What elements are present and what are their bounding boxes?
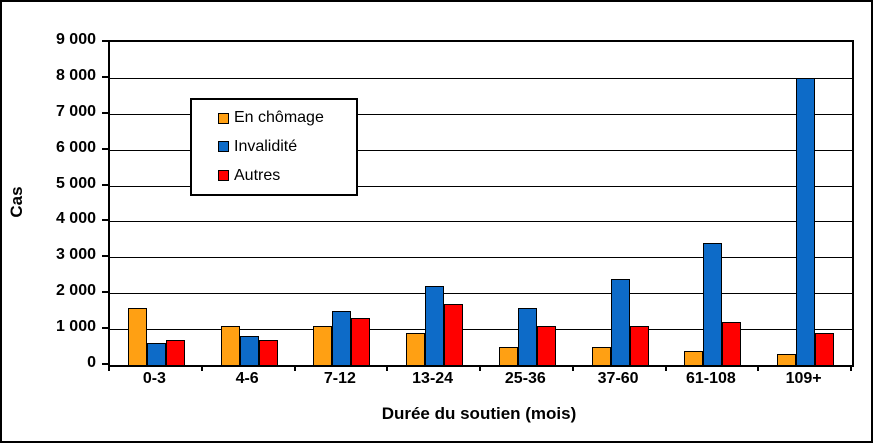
gridline — [110, 257, 852, 259]
x-tick-mark — [386, 365, 389, 371]
x-tick-label: 0-3 — [142, 370, 166, 387]
x-tick-label: 7-12 — [323, 370, 356, 387]
bar-autres-0-3 — [165, 339, 185, 365]
y-tick-label: 8 000 — [55, 66, 96, 84]
bar-invalidité-4-6 — [239, 336, 259, 365]
bar-autres-37-60 — [629, 325, 649, 365]
x-tick-mark — [757, 365, 760, 371]
bar-autres-109+ — [815, 332, 835, 365]
y-tick-mark — [102, 219, 108, 222]
y-tick-mark — [102, 183, 108, 186]
bar-en-chômage-61-108 — [684, 350, 704, 365]
plot-area — [108, 40, 854, 367]
legend-swatch-invalidite — [218, 141, 229, 153]
bar-autres-4-6 — [258, 339, 278, 365]
x-tick-mark — [664, 365, 667, 371]
y-tick-label: 4 000 — [55, 210, 96, 228]
x-tick-mark — [200, 365, 203, 371]
y-tick-mark — [102, 291, 108, 294]
legend-item-autres: Autres — [218, 167, 356, 185]
bar-invalidité-13-24 — [425, 286, 445, 365]
y-tick-mark — [102, 75, 108, 78]
bar-autres-7-12 — [351, 318, 371, 365]
y-tick-label: 0 — [87, 354, 96, 371]
bar-autres-61-108 — [722, 321, 742, 365]
x-tick-label: 4-6 — [235, 370, 259, 387]
gridline — [110, 185, 852, 187]
y-tick-label: 5 000 — [55, 174, 96, 192]
x-tick-mark — [479, 365, 481, 371]
bar-en-chômage-109+ — [777, 354, 797, 365]
bar-invalidité-0-3 — [146, 343, 166, 365]
gridline — [110, 77, 852, 79]
x-tick-mark — [293, 365, 296, 371]
bar-en-chômage-37-60 — [591, 347, 611, 365]
x-tick-label: 61-108 — [685, 370, 736, 387]
y-tick-label: 9 000 — [55, 31, 96, 48]
bar-en-chômage-0-3 — [127, 307, 147, 365]
y-tick-mark — [102, 255, 108, 258]
y-tick-label: 3 000 — [55, 246, 96, 264]
bar-en-chômage-7-12 — [313, 325, 333, 365]
x-axis-title: Durée du soutien (mois) — [381, 404, 577, 423]
gridline — [110, 293, 852, 295]
x-tick-label: 25-36 — [504, 370, 546, 387]
x-tick-label: 13-24 — [412, 370, 454, 387]
bar-en-chômage-13-24 — [406, 332, 426, 365]
gridline — [110, 113, 852, 115]
bar-autres-13-24 — [444, 304, 464, 365]
y-tick-label: 7 000 — [55, 102, 96, 120]
gridline — [110, 149, 852, 151]
legend-item-invalidite: Invalidité — [218, 138, 356, 156]
legend-label-en-chomage: En chômage — [234, 109, 324, 127]
legend-label-invalidite: Invalidité — [234, 137, 298, 155]
bar-autres-25-36 — [536, 325, 556, 365]
bar-invalidité-37-60 — [610, 278, 630, 365]
legend: En chômage Invalidité Autres — [190, 98, 358, 196]
gridline — [110, 221, 852, 223]
y-tick-mark — [102, 40, 108, 42]
y-tick-label: 1 000 — [55, 318, 96, 336]
legend-item-en-chomage: En chômage — [218, 109, 356, 127]
y-tick-mark — [102, 363, 108, 365]
y-axis-title: Cas — [7, 186, 26, 218]
x-tick-mark — [571, 365, 574, 371]
legend-swatch-en-chomage — [218, 112, 229, 124]
y-tick-label: 2 000 — [55, 282, 96, 300]
x-tick-label: 37-60 — [597, 370, 639, 387]
y-tick-mark — [102, 111, 108, 114]
x-tick-mark — [108, 365, 110, 371]
legend-label-autres: Autres — [234, 166, 281, 184]
legend-swatch-autres — [218, 170, 229, 182]
bar-en-chômage-4-6 — [220, 325, 240, 365]
gridline — [110, 329, 852, 331]
bar-invalidité-109+ — [796, 77, 816, 365]
y-tick-mark — [102, 147, 108, 150]
y-tick-label: 6 000 — [55, 138, 96, 156]
y-tick-mark — [102, 327, 108, 330]
x-tick-mark — [850, 365, 852, 371]
bar-invalidité-61-108 — [703, 242, 723, 365]
bar-invalidité-25-36 — [517, 307, 537, 365]
x-tick-label: 109+ — [785, 370, 822, 387]
bar-en-chômage-25-36 — [498, 347, 518, 365]
bar-invalidité-7-12 — [332, 311, 352, 365]
